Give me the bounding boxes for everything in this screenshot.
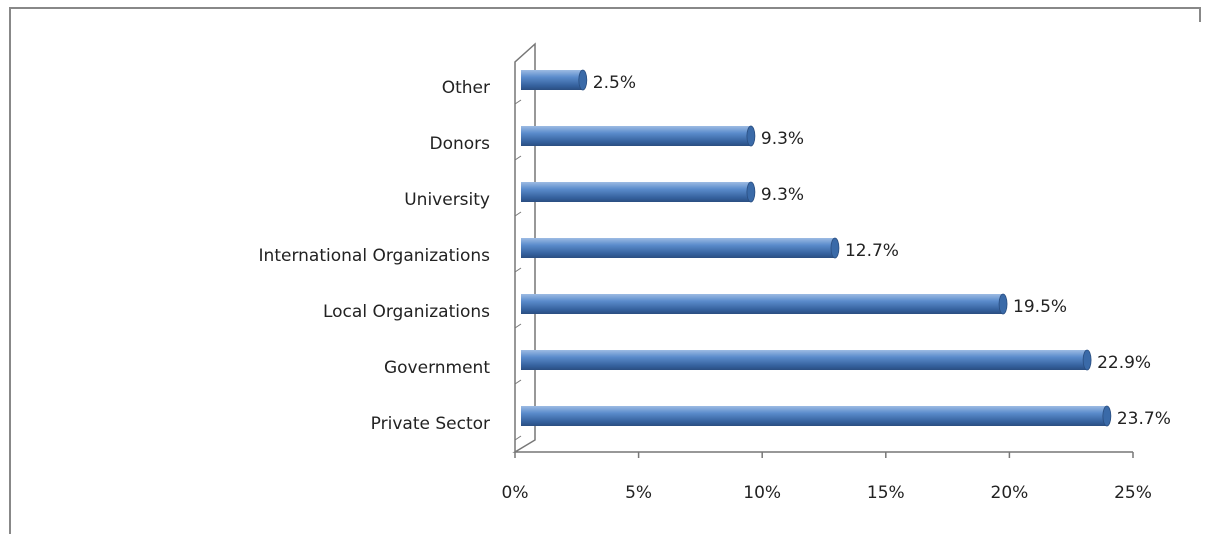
- bar: [521, 70, 583, 90]
- y-tick: [514, 379, 522, 385]
- y-tick: [514, 211, 522, 217]
- value-label: 9.3%: [761, 129, 804, 149]
- bar: [521, 406, 1107, 426]
- frame: [9, 7, 1201, 534]
- value-label: 2.5%: [593, 73, 636, 93]
- bar-cap: [830, 237, 840, 259]
- bar: [521, 182, 751, 202]
- bar-cap: [578, 69, 588, 91]
- y-tick-label: University: [404, 190, 490, 210]
- y-tick: [514, 155, 522, 161]
- bar: [521, 238, 835, 258]
- bar-cap: [1082, 349, 1092, 371]
- x-tick-label: 15%: [867, 483, 905, 503]
- bar: [521, 350, 1088, 370]
- y-tick: [514, 435, 522, 441]
- value-label: 22.9%: [1097, 353, 1151, 373]
- x-tick-label: 0%: [502, 483, 529, 503]
- bar-cap: [1102, 405, 1112, 427]
- y-tick: [514, 267, 522, 273]
- bar-cap: [746, 181, 756, 203]
- y-tick-label: Donors: [429, 134, 490, 154]
- value-label: 19.5%: [1013, 297, 1067, 317]
- y-tick-label: Private Sector: [371, 414, 490, 434]
- bar: [521, 126, 751, 146]
- bar-cap: [746, 125, 756, 147]
- y-tick: [514, 323, 522, 329]
- y-tick: [514, 99, 522, 105]
- x-tick-label: 20%: [991, 483, 1029, 503]
- value-label: 9.3%: [761, 185, 804, 205]
- y-tick-label: Government: [384, 358, 490, 378]
- bar: [521, 294, 1004, 314]
- y-tick-label: Other: [442, 78, 490, 98]
- x-tick-label: 5%: [625, 483, 652, 503]
- y-tick-label: International Organizations: [259, 246, 491, 266]
- value-label: 12.7%: [845, 241, 899, 261]
- value-label: 23.7%: [1117, 409, 1171, 429]
- bar-cap: [998, 293, 1008, 315]
- y-tick-label: Local Organizations: [323, 302, 490, 322]
- x-tick-label: 10%: [743, 483, 781, 503]
- x-tick-label: 25%: [1114, 483, 1152, 503]
